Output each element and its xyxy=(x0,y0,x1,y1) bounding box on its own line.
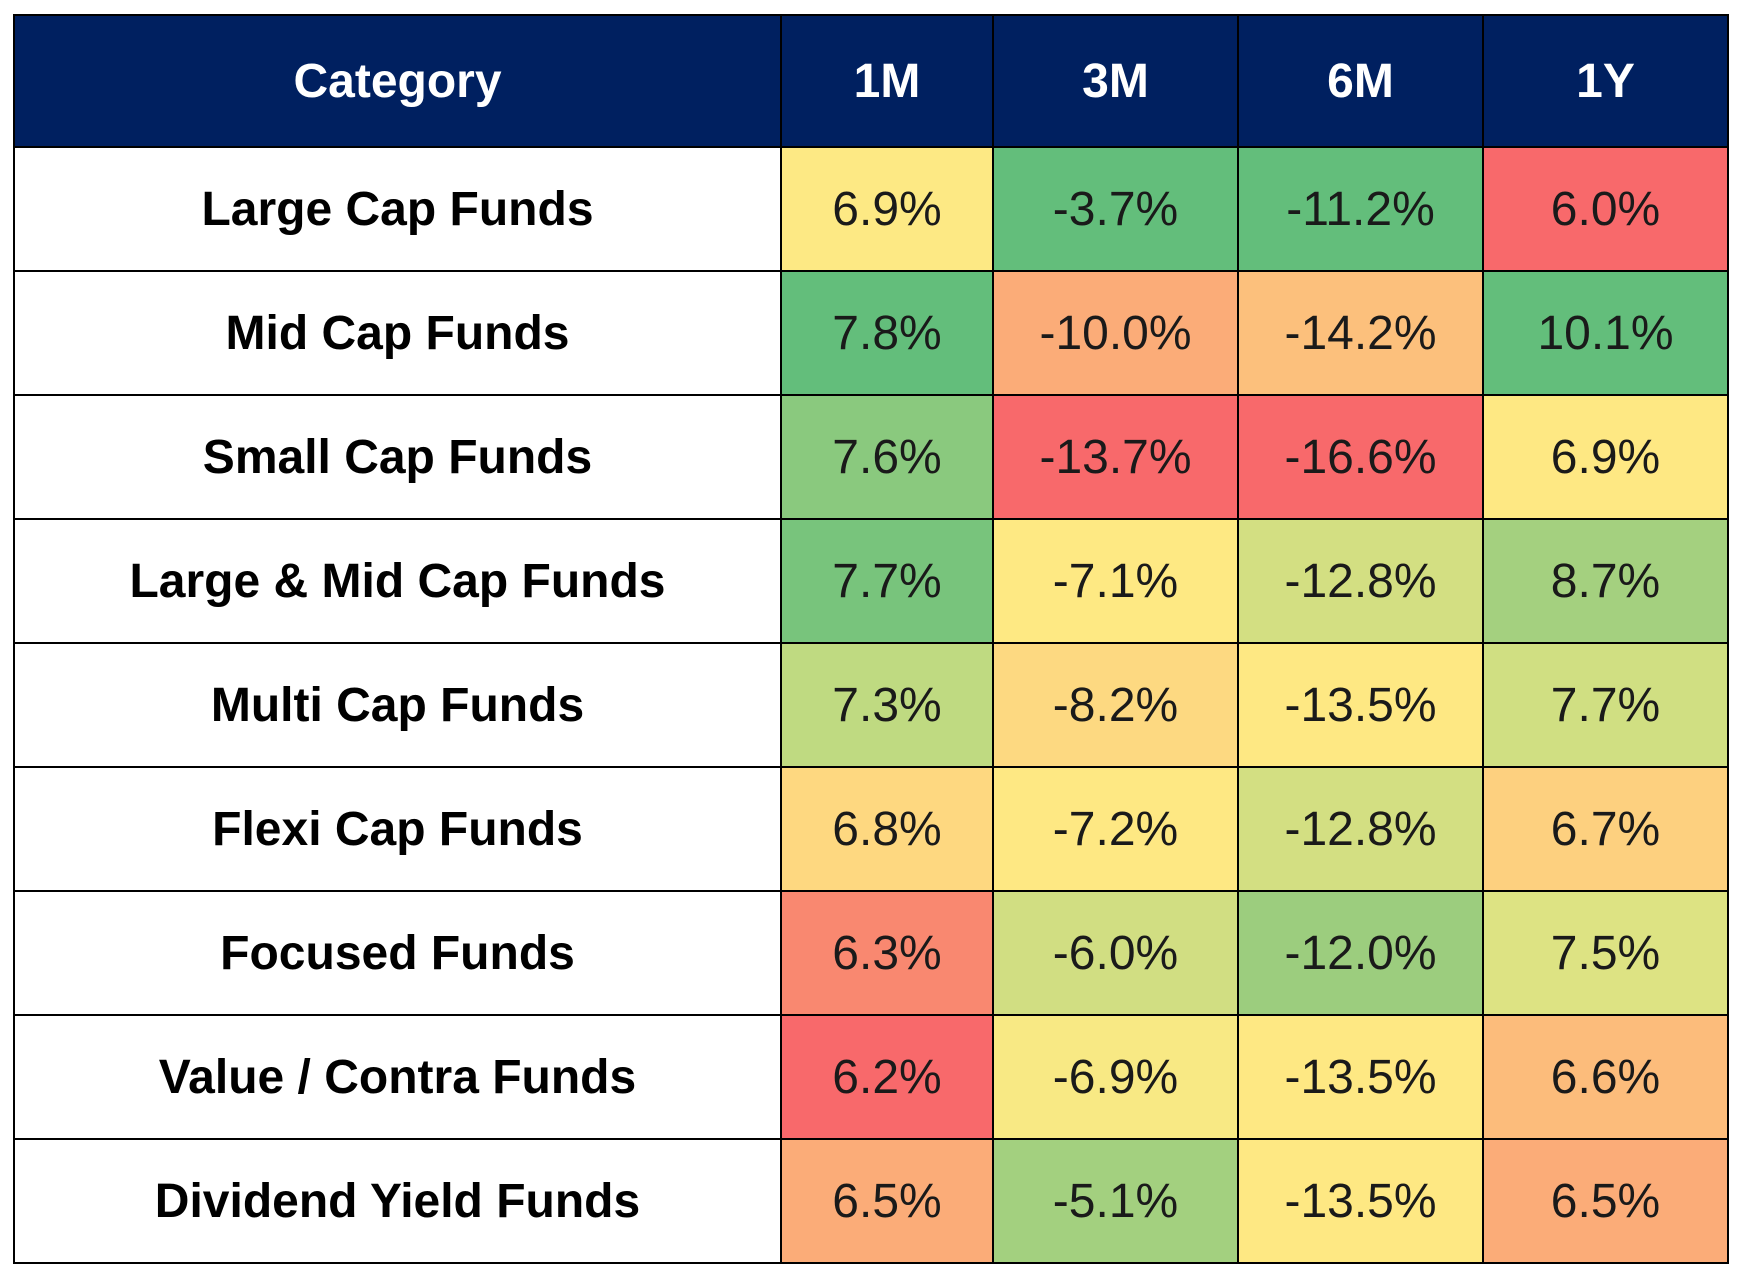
value-cell-3m: -7.1% xyxy=(992,518,1239,644)
category-cell: Mid Cap Funds xyxy=(13,270,782,396)
value-cell-1m: 7.6% xyxy=(780,394,994,520)
table-row: Dividend Yield Funds 6.5% -5.1% -13.5% 6.5% xyxy=(13,1138,1729,1264)
value-cell-6m: -12.8% xyxy=(1237,518,1484,644)
value-cell-1y: 8.7% xyxy=(1482,518,1729,644)
category-cell: Focused Funds xyxy=(13,890,782,1016)
header-category: Category xyxy=(13,14,782,148)
table-row: Small Cap Funds 7.6% -13.7% -16.6% 6.9% xyxy=(13,394,1729,520)
table-body: Large Cap Funds 6.9% -3.7% -11.2% 6.0% Mid Ca… xyxy=(13,146,1729,1264)
value-cell-1y: 10.1% xyxy=(1482,270,1729,396)
value-cell-6m: -13.5% xyxy=(1237,1014,1484,1140)
table-row: Large & Mid Cap Funds 7.7% -7.1% -12.8% 8.7% xyxy=(13,518,1729,644)
category-cell: Multi Cap Funds xyxy=(13,642,782,768)
value-cell-1y: 6.7% xyxy=(1482,766,1729,892)
value-cell-6m: -13.5% xyxy=(1237,642,1484,768)
header-1y: 1Y xyxy=(1482,14,1729,148)
value-cell-3m: -5.1% xyxy=(992,1138,1239,1264)
category-cell: Small Cap Funds xyxy=(13,394,782,520)
value-cell-3m: -13.7% xyxy=(992,394,1239,520)
value-cell-3m: -8.2% xyxy=(992,642,1239,768)
category-cell: Dividend Yield Funds xyxy=(13,1138,782,1264)
header-1m: 1M xyxy=(780,14,994,148)
value-cell-1m: 6.9% xyxy=(780,146,994,272)
value-cell-1m: 6.8% xyxy=(780,766,994,892)
category-cell: Value / Contra Funds xyxy=(13,1014,782,1140)
value-cell-6m: -12.0% xyxy=(1237,890,1484,1016)
value-cell-3m: -6.0% xyxy=(992,890,1239,1016)
value-cell-1y: 6.0% xyxy=(1482,146,1729,272)
value-cell-1m: 6.5% xyxy=(780,1138,994,1264)
table-row: Flexi Cap Funds 6.8% -7.2% -12.8% 6.7% xyxy=(13,766,1729,892)
value-cell-1m: 6.3% xyxy=(780,890,994,1016)
table-row: Mid Cap Funds 7.8% -10.0% -14.2% 10.1% xyxy=(13,270,1729,396)
category-cell: Flexi Cap Funds xyxy=(13,766,782,892)
value-cell-3m: -6.9% xyxy=(992,1014,1239,1140)
value-cell-1m: 6.2% xyxy=(780,1014,994,1140)
value-cell-1y: 6.9% xyxy=(1482,394,1729,520)
value-cell-6m: -13.5% xyxy=(1237,1138,1484,1264)
value-cell-1m: 7.7% xyxy=(780,518,994,644)
value-cell-6m: -12.8% xyxy=(1237,766,1484,892)
category-cell: Large & Mid Cap Funds xyxy=(13,518,782,644)
value-cell-3m: -10.0% xyxy=(992,270,1239,396)
value-cell-1y: 7.7% xyxy=(1482,642,1729,768)
table-row: Multi Cap Funds 7.3% -8.2% -13.5% 7.7% xyxy=(13,642,1729,768)
header-row: Category 1M 3M 6M 1Y xyxy=(13,14,1729,148)
value-cell-1y: 6.5% xyxy=(1482,1138,1729,1264)
value-cell-1m: 7.8% xyxy=(780,270,994,396)
value-cell-3m: -3.7% xyxy=(992,146,1239,272)
returns-heatmap-table: Category 1M 3M 6M 1Y Large Cap Funds 6.9%… xyxy=(13,14,1729,1264)
value-cell-6m: -14.2% xyxy=(1237,270,1484,396)
table-row: Focused Funds 6.3% -6.0% -12.0% 7.5% xyxy=(13,890,1729,1016)
value-cell-6m: -11.2% xyxy=(1237,146,1484,272)
value-cell-3m: -7.2% xyxy=(992,766,1239,892)
table-row: Large Cap Funds 6.9% -3.7% -11.2% 6.0% xyxy=(13,146,1729,272)
value-cell-1y: 7.5% xyxy=(1482,890,1729,1016)
table-row: Value / Contra Funds 6.2% -6.9% -13.5% 6.6% xyxy=(13,1014,1729,1140)
category-cell: Large Cap Funds xyxy=(13,146,782,272)
header-3m: 3M xyxy=(992,14,1239,148)
value-cell-6m: -16.6% xyxy=(1237,394,1484,520)
value-cell-1y: 6.6% xyxy=(1482,1014,1729,1140)
header-6m: 6M xyxy=(1237,14,1484,148)
value-cell-1m: 7.3% xyxy=(780,642,994,768)
